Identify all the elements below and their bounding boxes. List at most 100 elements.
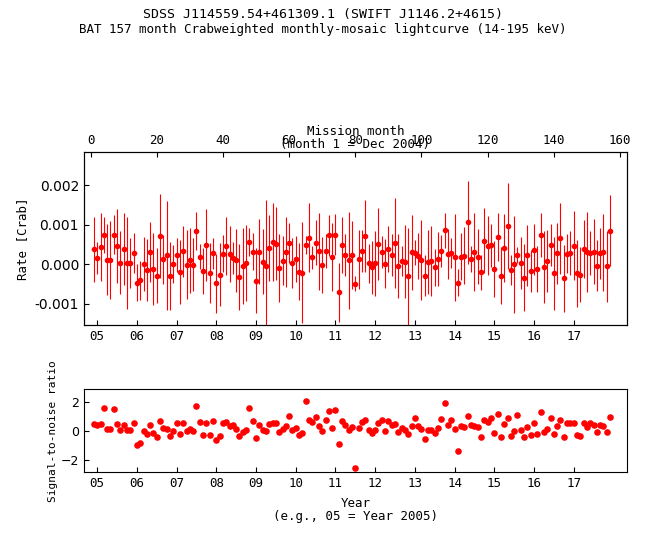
Point [556,416,566,425]
Point [430,429,440,438]
Point [271,419,281,427]
Point [605,413,615,422]
Point [327,424,337,432]
Point [208,416,218,425]
Point [492,410,503,419]
Point [311,413,321,421]
Point [552,421,562,430]
Text: SDSS J114559.54+461309.1 (SWIFT J1146.2+4615): SDSS J114559.54+461309.1 (SWIFT J1146.2+… [143,8,503,21]
Point [105,425,116,433]
Text: BAT 157 month Crabweighted monthly-mosaic lightcurve (14-195 keV): BAT 157 month Crabweighted monthly-mosai… [79,23,567,36]
Point [277,425,287,433]
Point [211,436,222,445]
Point [202,419,212,427]
Point [291,423,301,432]
Point [489,429,499,438]
Point [141,430,152,438]
Point [194,418,205,426]
Point [155,417,165,426]
Point [499,420,509,428]
Y-axis label: Rate [Crab]: Rate [Crab] [16,197,29,280]
Point [436,414,446,423]
Point [247,416,258,425]
Point [280,421,291,430]
Point [264,419,275,428]
Point [595,420,605,429]
Point [598,422,609,431]
Point [495,432,506,441]
Point [224,421,234,430]
Point [450,424,460,433]
Point [545,413,556,422]
Point [205,431,215,439]
Point [525,431,536,440]
Point [330,406,340,414]
Point [529,419,539,427]
Point [367,428,377,437]
Point [439,399,450,407]
Point [344,425,354,434]
Point [122,426,132,435]
Point [506,432,516,440]
Point [420,434,430,443]
Point [575,432,585,440]
Point [287,426,298,434]
Point [320,415,331,424]
Point [227,421,238,430]
Point [152,433,162,441]
Point [241,426,251,434]
Point [171,419,182,427]
Point [350,463,360,472]
Point [532,430,543,438]
Point [324,406,334,415]
Point [360,415,370,424]
Text: (e.g., 05 = Year 2005): (e.g., 05 = Year 2005) [273,510,438,523]
Point [191,402,202,411]
Point [363,426,373,434]
Point [178,419,189,428]
Point [400,426,410,434]
Point [503,414,513,422]
Point [542,425,552,434]
Point [238,427,248,436]
Point [473,422,483,431]
Point [112,419,122,428]
Point [188,427,198,435]
Point [347,422,357,431]
Point [182,427,192,435]
Point [548,430,559,439]
Point [145,421,155,430]
Point [589,421,599,430]
Point [357,418,367,426]
Point [165,432,175,440]
Point [463,412,473,421]
Point [406,422,417,431]
Point [446,416,457,425]
Point [353,424,364,433]
Point [383,417,393,426]
Point [218,419,228,427]
Point [168,426,178,435]
Point [456,422,466,431]
Point [102,425,112,433]
Point [214,431,225,440]
Point [592,427,602,436]
Point [284,411,295,420]
Point [149,428,159,437]
Point [300,397,311,406]
Point [258,425,268,434]
Point [377,415,387,424]
Point [483,418,493,426]
Point [410,413,420,422]
Point [572,431,582,439]
Point [453,446,463,455]
Point [317,427,328,435]
Point [307,418,317,427]
Point [516,426,526,435]
Point [129,419,139,427]
Point [125,426,136,434]
Point [297,429,307,438]
Point [469,422,479,431]
Point [512,411,523,419]
Point [433,424,443,432]
